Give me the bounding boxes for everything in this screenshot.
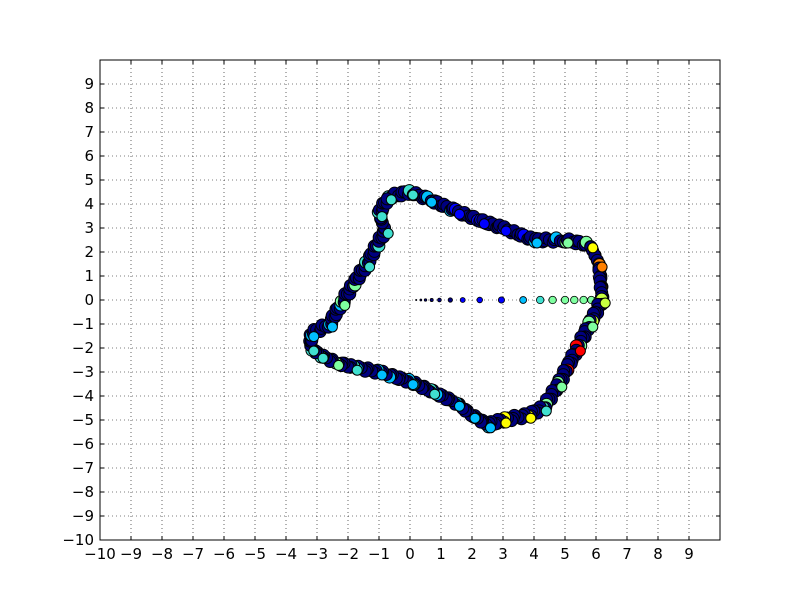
radial-point [476, 296, 483, 304]
loop-accent-point [407, 379, 419, 391]
y-tick-label: −9 [72, 507, 94, 525]
radial-point [423, 298, 428, 302]
loop-accent-point [407, 189, 419, 201]
y-tick-label: 1 [84, 267, 94, 285]
x-tick-label: 3 [498, 545, 508, 563]
y-tick-label: 8 [84, 99, 94, 117]
loop-accent-point [469, 412, 481, 424]
radial-point [437, 297, 442, 303]
data-series [303, 184, 611, 434]
grid-lines [100, 60, 720, 540]
y-tick-label: 9 [84, 75, 94, 93]
loop-accent-point [525, 412, 537, 424]
loop-accent-point [426, 196, 438, 208]
y-tick-label: 0 [84, 291, 94, 309]
radial-point [536, 295, 545, 305]
loop-accent-point [317, 352, 329, 364]
y-tick-label: −7 [72, 459, 94, 477]
x-tick-label: 6 [591, 545, 601, 563]
loop-accent-point [308, 345, 320, 357]
loop-accent-point [500, 225, 512, 237]
radial-point [447, 297, 453, 303]
loop-accent-point [599, 297, 611, 309]
loop-accent-point [478, 218, 490, 230]
loop-accent-point [376, 369, 388, 381]
loop-accent-point [333, 359, 345, 371]
x-tick-label: −2 [337, 545, 359, 563]
x-tick-label: 0 [405, 545, 415, 563]
radial-point [419, 298, 423, 302]
loop-accent-point [339, 299, 351, 311]
loop-accent-point [385, 194, 397, 206]
loop-accent-point [587, 321, 599, 333]
loop-accent-point [364, 261, 376, 273]
y-tick-label: −6 [72, 435, 94, 453]
y-tick-label: 2 [84, 243, 94, 261]
axis-ticks: −10 −9 −8 −7 −6 −5 −4 −3 −2 −1 0 1 2 3 4 5 6 7 8 9−10−9−8−7… [62, 60, 720, 563]
loop-accent-point [556, 381, 568, 393]
loop-accent-point [429, 388, 441, 400]
x-tick-label: 1 [436, 545, 446, 563]
x-tick-label: −6 [213, 545, 235, 563]
radial-point [459, 297, 466, 303]
loop-accent-point [454, 400, 465, 412]
radial-point [560, 295, 570, 305]
x-tick-label: 2 [467, 545, 477, 563]
x-tick-label: −10 [84, 545, 116, 563]
radial-point [429, 298, 434, 302]
x-tick-label: 8 [653, 545, 663, 563]
y-tick-label: −4 [72, 387, 94, 405]
y-tick-label: 6 [84, 147, 94, 165]
x-tick-label: 4 [529, 545, 539, 563]
x-tick-label: −8 [151, 545, 173, 563]
x-tick-label: −7 [182, 545, 204, 563]
loop-accent-point [540, 405, 552, 417]
y-tick-label: 3 [84, 219, 94, 237]
y-tick-label: 7 [84, 123, 94, 141]
loop-accent-point [531, 237, 543, 249]
loop-accent-point [308, 331, 320, 343]
loop-accent-point [574, 345, 586, 357]
loop-accent-point [351, 364, 363, 376]
loop-accent-point [562, 237, 574, 249]
y-tick-label: −8 [72, 483, 94, 501]
radial-point [570, 295, 579, 305]
y-tick-label: −5 [72, 411, 94, 429]
loop-accent-point [596, 261, 608, 273]
x-tick-label: 5 [560, 545, 570, 563]
radial-point [497, 296, 505, 304]
y-tick-label: −3 [72, 363, 94, 381]
x-tick-label: 7 [622, 545, 632, 563]
x-tick-label: −5 [244, 545, 266, 563]
radial-point [415, 298, 418, 302]
loop-accent-point [454, 208, 465, 220]
radial-point [579, 295, 588, 305]
x-tick-label: −4 [275, 545, 297, 563]
x-tick-label: −9 [120, 545, 142, 563]
y-tick-label: −10 [62, 531, 94, 549]
loop-accent-point [382, 227, 394, 239]
loop-accent-point [500, 417, 512, 429]
x-tick-label: −3 [306, 545, 328, 563]
x-tick-label: 9 [684, 545, 694, 563]
loop-accent-point [587, 242, 599, 254]
y-tick-label: −2 [72, 339, 94, 357]
loop-accent-point [485, 422, 496, 434]
y-tick-label: 4 [84, 195, 94, 213]
x-tick-label: −1 [368, 545, 390, 563]
radial-point [519, 296, 527, 304]
y-tick-label: −1 [72, 315, 94, 333]
loop-accent-point [326, 321, 338, 333]
y-tick-label: 5 [84, 171, 94, 189]
loop-accent-point [376, 211, 388, 223]
radial-point [548, 295, 557, 305]
